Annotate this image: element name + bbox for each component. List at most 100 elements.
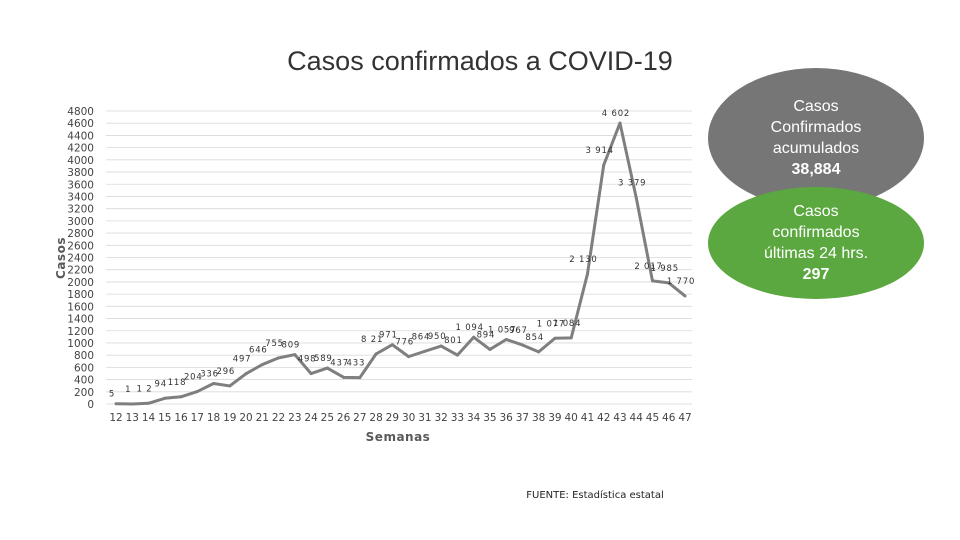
data-point	[667, 281, 671, 285]
x-tick-label: 36	[499, 412, 513, 424]
data-point	[520, 343, 524, 347]
y-tick-label: 1800	[67, 289, 94, 301]
data-point	[472, 335, 476, 339]
data-label: 1 2	[137, 384, 153, 394]
data-label: 94	[155, 379, 167, 389]
data-label: 894	[477, 330, 496, 340]
data-label: 1 077	[537, 319, 565, 329]
y-tick-label: 3800	[67, 167, 94, 179]
x-tick-label: 16	[174, 412, 188, 424]
daily-cases-bubble: Casos confirmados últimas 24 hrs. 297	[708, 187, 924, 299]
data-point	[147, 401, 151, 405]
data-point	[683, 294, 687, 298]
x-tick-label: 39	[548, 412, 561, 424]
data-point	[179, 395, 183, 399]
data-label: 1	[125, 385, 131, 395]
x-axis-ticks: 12 13 14 15 16 17 18 19 20 21 22 23 24 25 26 27 28 29 30 31…	[109, 412, 691, 424]
chart-title: Casos confirmados a COVID-19	[287, 46, 673, 76]
data-point	[260, 363, 264, 367]
data-point	[390, 343, 394, 347]
y-tick-label: 4600	[67, 118, 94, 130]
x-tick-label: 18	[207, 412, 220, 424]
x-tick-label: 43	[613, 412, 626, 424]
x-tick-label: 42	[597, 412, 610, 424]
x-tick-label: 12	[109, 412, 122, 424]
data-label: 296	[216, 367, 235, 377]
data-point	[228, 384, 232, 388]
x-tick-label: 23	[288, 412, 301, 424]
data-label: 498	[298, 355, 317, 365]
data-label: 967	[509, 326, 528, 336]
data-label: 646	[249, 346, 268, 356]
y-tick-label: 1400	[67, 314, 94, 326]
x-tick-label: 34	[467, 412, 481, 424]
x-tick-label: 17	[191, 412, 204, 424]
data-label: 864	[412, 332, 431, 342]
total-cases-bubble: Casos Confirmados acumulados 38,884	[708, 68, 924, 208]
y-tick-label: 3600	[67, 179, 94, 191]
x-tick-label: 41	[581, 412, 594, 424]
data-point	[455, 353, 459, 357]
data-label: 437	[330, 358, 349, 368]
data-point	[374, 352, 378, 356]
total-cases-value: 38,884	[791, 161, 841, 178]
x-tick-label: 22	[272, 412, 285, 424]
y-tick-label: 2400	[67, 253, 94, 265]
y-tick-label: 600	[74, 362, 94, 374]
data-point	[244, 372, 248, 376]
series-line-group	[114, 121, 687, 406]
data-point	[342, 375, 346, 379]
data-label: 809	[282, 341, 301, 351]
x-tick-label: 35	[483, 412, 496, 424]
data-point	[309, 372, 313, 376]
source-note: FUENTE: Estadística estatal	[526, 489, 664, 501]
data-point	[277, 356, 281, 360]
data-label: 497	[233, 355, 252, 365]
data-label: 2 130	[569, 255, 597, 265]
data-label: 1 770	[667, 277, 695, 287]
data-point	[553, 336, 557, 340]
x-tick-label: 38	[532, 412, 545, 424]
data-point	[569, 336, 573, 340]
data-point	[504, 337, 508, 341]
y-tick-label: 2800	[67, 228, 94, 240]
data-label: 8 21	[361, 335, 383, 345]
y-tick-label: 4400	[67, 130, 94, 142]
x-tick-label: 31	[418, 412, 431, 424]
data-point	[358, 376, 362, 380]
data-point	[195, 390, 199, 394]
data-label: 3 379	[618, 179, 646, 189]
data-label: 2 017	[634, 262, 662, 272]
x-axis-title: Semanas	[366, 430, 431, 444]
data-label: 433	[347, 359, 366, 369]
x-tick-label: 13	[126, 412, 139, 424]
x-tick-label: 33	[451, 412, 464, 424]
y-tick-label: 2000	[67, 277, 94, 289]
data-point	[650, 279, 654, 283]
data-label: 755	[265, 339, 284, 349]
y-tick-label: 400	[74, 375, 94, 387]
data-point	[602, 163, 606, 167]
data-point	[423, 349, 427, 353]
data-point	[293, 353, 297, 357]
data-label: 1 094	[455, 323, 483, 333]
y-axis-title: Casos	[54, 237, 68, 279]
x-tick-label: 44	[630, 412, 644, 424]
y-tick-label: 0	[87, 399, 94, 411]
data-point	[325, 366, 329, 370]
data-point	[488, 347, 492, 351]
x-tick-label: 37	[516, 412, 529, 424]
x-tick-label: 40	[565, 412, 578, 424]
x-tick-label: 14	[142, 412, 156, 424]
y-tick-label: 200	[74, 387, 94, 399]
y-tick-label: 4800	[67, 106, 94, 118]
data-label: 854	[525, 333, 544, 343]
data-point	[407, 355, 411, 359]
data-point	[537, 350, 541, 354]
x-tick-label: 15	[158, 412, 171, 424]
x-tick-label: 27	[353, 412, 366, 424]
data-label: 204	[184, 373, 203, 383]
x-tick-label: 29	[386, 412, 399, 424]
x-tick-label: 26	[337, 412, 351, 424]
